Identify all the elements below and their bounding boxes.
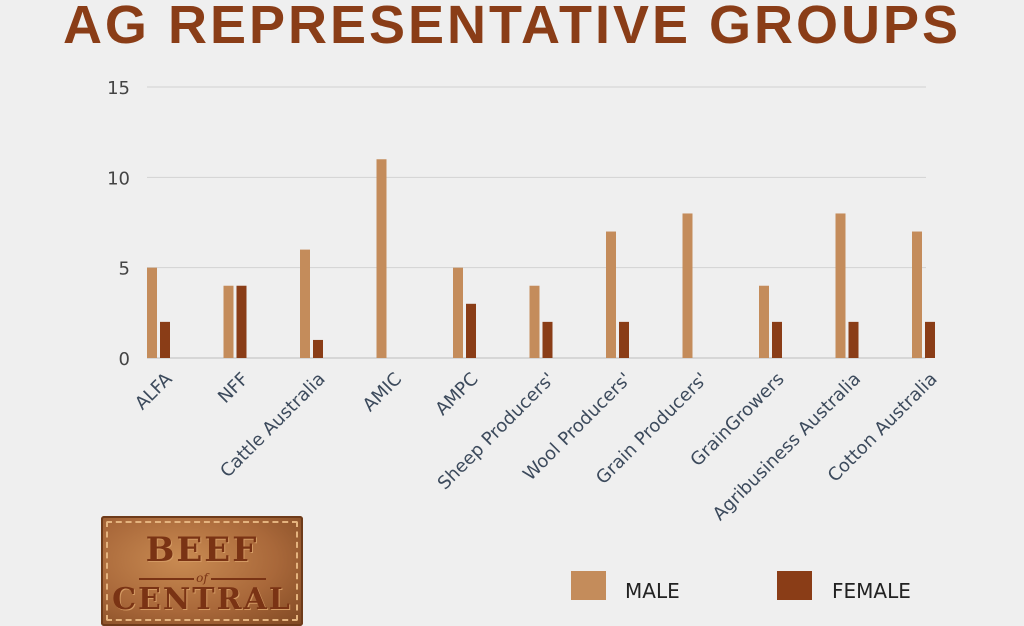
x-tick-label: AMIC (359, 369, 406, 416)
logo-text-of: of (196, 571, 208, 585)
beef-central-logo: BEEF of CENTRAL (101, 516, 303, 626)
bar-male-6 (606, 231, 616, 358)
y-tick-label: 15 (107, 78, 130, 99)
y-tick-label: 0 (119, 349, 130, 370)
bars (147, 159, 935, 358)
chart-title: AG REPRESENTATIVE GROUPS (62, 0, 962, 55)
bar-female-10 (925, 321, 935, 358)
bar-male-0 (147, 267, 157, 358)
legend-swatch-female (777, 571, 812, 600)
bar-male-8 (759, 285, 769, 358)
logo-rule-left (139, 578, 194, 580)
bar-male-10 (912, 231, 922, 358)
bar-male-9 (835, 213, 846, 358)
legend-label-female: FEMALE (832, 579, 911, 600)
bar-male-3 (376, 159, 387, 358)
x-tick-label: AMPC (431, 369, 482, 420)
x-tick-label: NFF (214, 369, 253, 408)
bar-female-1 (236, 285, 247, 358)
bar-male-2 (300, 249, 310, 358)
x-tick-label: Agribusiness Australia (709, 369, 865, 525)
bar-male-5 (529, 285, 540, 358)
legend: MALE FEMALE (571, 571, 911, 600)
legend-label-male: MALE (625, 579, 680, 600)
bar-female-9 (848, 321, 859, 358)
x-tick-label: ALFA (131, 368, 177, 414)
bar-female-4 (466, 303, 476, 358)
bar-male-4 (453, 267, 463, 358)
gridlines (147, 86, 926, 359)
bar-female-2 (313, 339, 323, 358)
bar-female-0 (160, 321, 170, 358)
y-tick-label: 5 (119, 259, 130, 280)
bar-female-8 (772, 321, 782, 358)
bar-female-5 (542, 321, 553, 358)
logo-rule-right (211, 578, 266, 580)
y-tick-label: 10 (107, 168, 130, 189)
bar-female-6 (619, 321, 629, 358)
y-axis-ticks: 0 5 10 15 (107, 78, 130, 370)
logo-text-beef: BEEF (145, 530, 259, 570)
bar-male-7 (682, 213, 693, 358)
legend-swatch-male (571, 571, 606, 600)
bar-male-1 (223, 285, 234, 358)
